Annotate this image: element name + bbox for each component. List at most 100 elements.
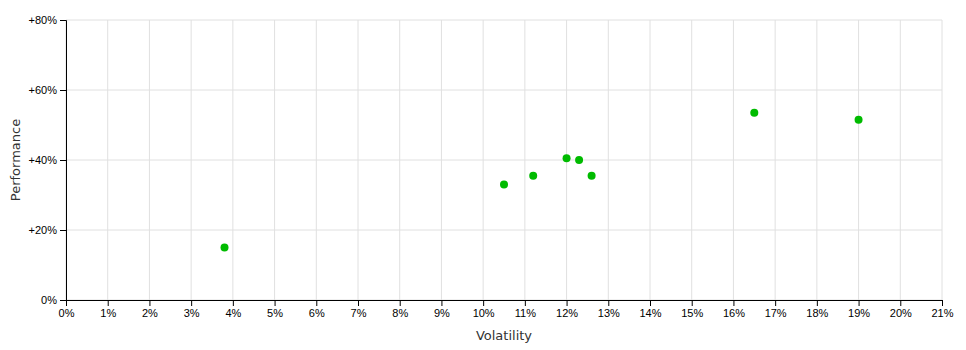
tick: 1% <box>100 300 116 319</box>
tick: 0% <box>41 294 66 306</box>
tick-mark <box>859 300 860 306</box>
tick-label: 7% <box>351 307 367 319</box>
tick-label: 4% <box>225 307 241 319</box>
tick-label: 14% <box>639 307 661 319</box>
tick-mark <box>358 300 359 306</box>
tick-label: +20% <box>29 224 58 236</box>
tick-label: +40% <box>29 154 58 166</box>
tick: 0% <box>59 300 75 319</box>
axis-line <box>67 301 943 307</box>
tick: 8% <box>392 300 408 319</box>
tick: +20% <box>29 224 66 236</box>
tick-mark <box>60 90 66 91</box>
tick-mark <box>775 300 776 306</box>
tick: +60% <box>29 84 66 96</box>
tick-label: 16% <box>723 307 745 319</box>
tick: 7% <box>351 300 367 319</box>
points <box>221 109 863 252</box>
tick-mark <box>441 300 442 306</box>
tick-mark <box>733 300 734 306</box>
tick: 15% <box>681 300 703 319</box>
grid-line <box>66 90 942 91</box>
tick-label: 0% <box>59 307 75 319</box>
tick-label: 21% <box>931 307 953 319</box>
tick-mark <box>692 300 693 306</box>
tick-mark <box>191 300 192 306</box>
tick-mark <box>608 300 609 306</box>
tick-mark <box>483 300 484 306</box>
point <box>855 116 863 124</box>
tick: 10% <box>473 300 495 319</box>
x-axis-title: Volatility <box>476 328 532 343</box>
point <box>575 156 583 164</box>
point <box>750 109 758 117</box>
tick-mark <box>233 300 234 306</box>
tick-label: 5% <box>267 307 283 319</box>
tick: 17% <box>765 300 787 319</box>
y-axis: 0% +20% +40% +60% +80% <box>29 14 67 306</box>
tick-mark <box>650 300 651 306</box>
point <box>588 172 596 180</box>
tick-label: 12% <box>556 307 578 319</box>
tick-mark <box>60 160 66 161</box>
tick-label: 3% <box>184 307 200 319</box>
tick-mark <box>942 300 943 306</box>
tick-mark <box>149 300 150 306</box>
tick: 21% <box>931 300 953 319</box>
tick-label: +60% <box>29 84 58 96</box>
tick-label: 10% <box>473 307 495 319</box>
tick: 16% <box>723 300 745 319</box>
tick-mark <box>316 300 317 306</box>
tick-label: 19% <box>848 307 870 319</box>
grid-line <box>66 160 942 161</box>
tick-label: 11% <box>515 307 536 319</box>
tick: +40% <box>29 154 66 166</box>
tick-label: 6% <box>309 307 325 319</box>
x-axis: 0% 1% 2% 3% 4% 5% 6% 7% 8% 9% 10% 11% 12% 13% 14% 15% 16… <box>59 300 954 319</box>
tick: 5% <box>267 300 283 319</box>
tick-label: 20% <box>890 307 912 319</box>
tick-mark <box>900 300 901 306</box>
point <box>529 172 537 180</box>
tick-mark <box>60 230 66 231</box>
tick-mark <box>567 300 568 306</box>
tick: 14% <box>639 300 661 319</box>
tick-mark <box>60 20 66 21</box>
tick-label: 9% <box>434 307 450 319</box>
axis-line <box>60 21 67 301</box>
chart: 0% 1% 2% 3% 4% 5% 6% 7% 8% 9% 10% 11% 12% 13% 14% 15% 16… <box>0 0 966 350</box>
tick-label: +80% <box>29 14 58 26</box>
tick-label: 8% <box>392 307 408 319</box>
tick-mark <box>275 300 276 306</box>
tick: +80% <box>29 14 66 26</box>
tick: 11% <box>515 300 536 319</box>
grid-line <box>66 230 942 231</box>
tick: 4% <box>225 300 241 319</box>
tick: 6% <box>309 300 325 319</box>
tick-label: 13% <box>598 307 620 319</box>
tick-label: 17% <box>765 307 787 319</box>
grid-line <box>66 20 942 21</box>
tick-label: 15% <box>681 307 703 319</box>
tick-label: 1% <box>100 307 116 319</box>
plot: 0% 1% 2% 3% 4% 5% 6% 7% 8% 9% 10% 11% 12% 13% 14% 15% 16… <box>29 14 954 319</box>
tick: 3% <box>184 300 200 319</box>
tick: 12% <box>556 300 578 319</box>
tick: 13% <box>598 300 620 319</box>
tick: 19% <box>848 300 870 319</box>
tick: 18% <box>806 300 828 319</box>
point <box>500 181 508 189</box>
tick-mark <box>108 300 109 306</box>
tick-mark <box>817 300 818 306</box>
tick: 9% <box>434 300 450 319</box>
point <box>221 244 229 252</box>
y-axis-title: Performance <box>8 119 23 201</box>
point <box>563 154 571 162</box>
tick-mark <box>60 300 66 301</box>
grid <box>66 20 942 300</box>
tick: 20% <box>890 300 912 319</box>
tick: 2% <box>142 300 158 319</box>
tick-label: 0% <box>41 294 57 306</box>
tick-mark <box>525 300 526 306</box>
tick-label: 2% <box>142 307 158 319</box>
